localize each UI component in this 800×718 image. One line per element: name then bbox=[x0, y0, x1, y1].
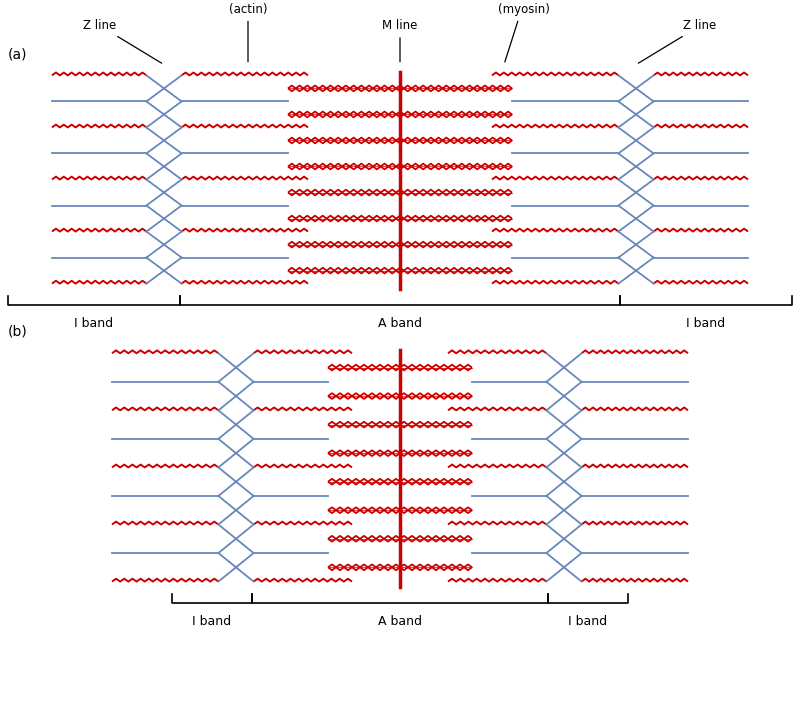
Text: A band: A band bbox=[378, 317, 422, 330]
Text: Thin filament
(actin): Thin filament (actin) bbox=[209, 0, 287, 62]
Text: (b): (b) bbox=[8, 325, 28, 339]
Text: Z line: Z line bbox=[83, 19, 162, 63]
Text: Z line: Z line bbox=[638, 19, 717, 63]
Text: Thick filaments
(myosin): Thick filaments (myosin) bbox=[479, 0, 569, 62]
Text: A band: A band bbox=[378, 615, 422, 628]
Text: M line: M line bbox=[382, 19, 418, 62]
Text: I band: I band bbox=[569, 615, 607, 628]
Text: I band: I band bbox=[74, 317, 114, 330]
Text: (a): (a) bbox=[8, 47, 27, 61]
Text: I band: I band bbox=[193, 615, 231, 628]
Text: I band: I band bbox=[686, 317, 726, 330]
